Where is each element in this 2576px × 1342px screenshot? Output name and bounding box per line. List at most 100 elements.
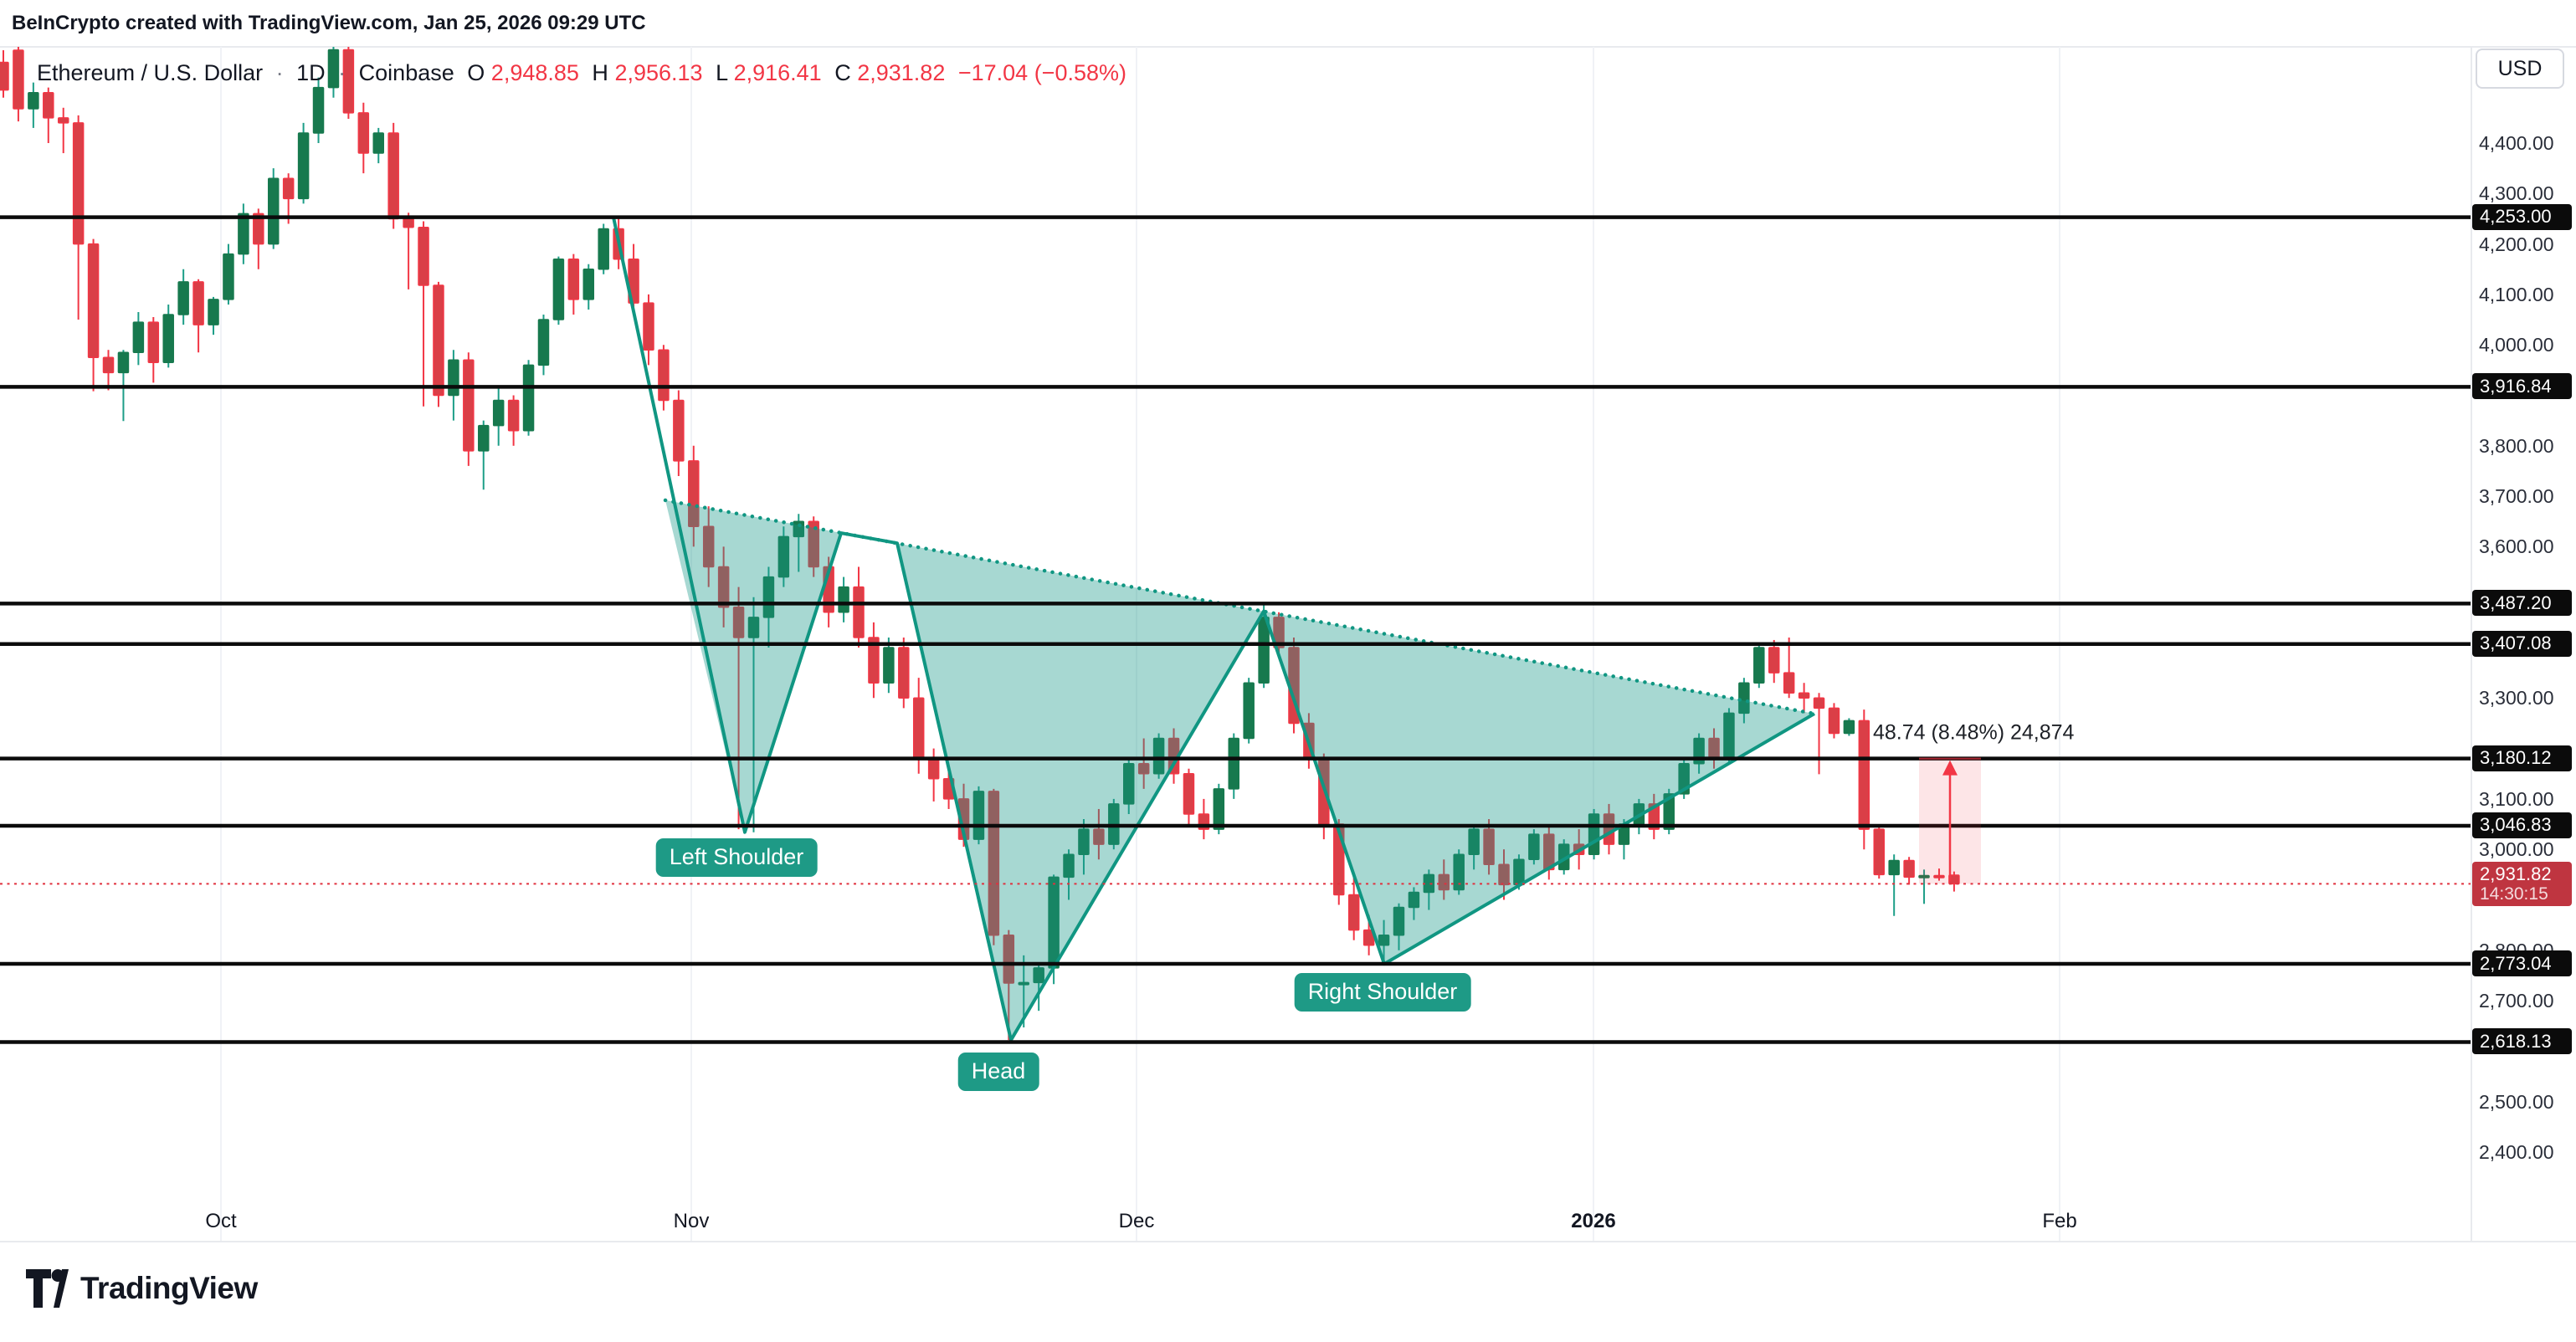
candle [282,177,295,200]
high-label: H [592,60,608,85]
candle [13,49,24,110]
candle [1783,672,1795,694]
interval-label[interactable]: 1D [296,60,326,85]
candle [1243,682,1255,740]
tradingview-watermark[interactable]: TradingView [25,1268,258,1309]
header-separator [0,46,2576,48]
price-tick-label: 3,600.00 [2479,535,2554,558]
price-tick-label: 4,000.00 [2479,334,2554,356]
candle [1258,617,1270,684]
candle [898,647,910,699]
candle [1003,934,1015,984]
candle [868,637,880,684]
candle [762,576,775,618]
candle [132,321,145,353]
price-tick-label: 4,400.00 [2479,132,2554,154]
price-tick-label: 2,700.00 [2479,990,2554,1012]
price-tick-label: 3,000.00 [2479,838,2554,861]
candle [297,132,310,200]
candle [342,49,355,114]
right-shoulder-badge[interactable]: Right Shoulder [1294,973,1471,1012]
symbol-name[interactable]: Ethereum / U.S. Dollar [37,60,264,85]
price-tick-label: 3,300.00 [2479,687,2554,709]
candle [688,460,700,528]
level-price-badge: 3,407.08 [2472,630,2572,657]
candle [1453,853,1465,891]
candle [117,351,130,374]
candle [1858,720,1870,830]
legend-separator: · [338,60,346,85]
pattern-fill [665,499,1814,1041]
change-value: −17.04 (−0.58%) [957,60,1127,85]
candle [238,213,249,255]
candle [223,253,234,300]
open-value: 2,948.85 [490,60,579,85]
level-price-badge: 3,916.84 [2472,373,2572,400]
candle [1393,906,1405,936]
time-tick-label: Nov [673,1210,710,1232]
candle [1768,647,1780,674]
head-badge[interactable]: Head [957,1053,1039,1091]
candle [507,399,520,432]
candle [253,213,264,245]
candle [702,525,715,568]
candle [853,586,865,638]
pattern-layer[interactable] [612,217,1817,1042]
attribution-text: BeInCrypto created with TradingView.com,… [12,12,646,34]
price-tick-label: 4,200.00 [2479,233,2554,255]
candle [643,302,654,351]
level-price-badge: 3,046.83 [2472,812,2572,838]
candle [1483,828,1495,866]
currency-toggle-button[interactable]: USD [2476,49,2564,89]
close-label: C [834,60,851,85]
candle [1528,833,1540,861]
candle [732,607,745,638]
candle [463,359,475,452]
candle [372,132,384,154]
time-tick-label: 2026 [1571,1210,1616,1232]
time-axis[interactable]: Oct Nov Dec 2026 Feb [0,1208,2471,1241]
candle [808,520,819,568]
left-shoulder-badge[interactable]: Left Shoulder [655,838,818,877]
candle [1273,617,1285,648]
bar-countdown: 14:30:15 [2480,884,2548,904]
candle [1828,707,1840,735]
candle [1123,762,1135,805]
candle [1873,828,1885,876]
candle [552,258,565,320]
candle [87,243,100,359]
candle [403,218,414,228]
candle [912,697,925,760]
open-label: O [467,60,485,85]
candle [147,321,160,364]
tradingview-logo-icon [26,1269,69,1308]
time-tick-label: Feb [2042,1210,2077,1232]
candle [102,356,115,374]
low-value: 2,916.41 [733,60,822,85]
pattern-outline[interactable] [612,217,1816,1042]
candle [717,566,730,608]
legend-separator: · [275,60,284,85]
candle [1888,859,1900,876]
time-tick-label: Dec [1118,1210,1155,1232]
candle [582,269,595,300]
candle [658,349,670,402]
candle [162,314,174,364]
price-tick-label: 3,800.00 [2479,434,2554,457]
time-tick-label: Oct [205,1210,237,1232]
neckline-dotted[interactable] [663,498,1817,716]
price-tick-label: 4,100.00 [2479,283,2554,305]
last-price-value: 2,931.82 [2480,863,2552,884]
candle [1468,828,1480,855]
last-price-badge: 2,931.82 14:30:15 [2472,862,2572,907]
exchange-label: Coinbase [358,60,454,85]
price-axis[interactable]: 2,931.82 14:30:15 4,400.00 4,300.00 4,200.… [2471,46,2576,1241]
low-label: L [716,60,728,85]
candle [1663,793,1675,830]
currency-label: USD [2497,56,2543,80]
price-tick-label: 2,500.00 [2479,1090,2554,1113]
watermark-text: TradingView [80,1271,258,1305]
candle [567,258,580,300]
